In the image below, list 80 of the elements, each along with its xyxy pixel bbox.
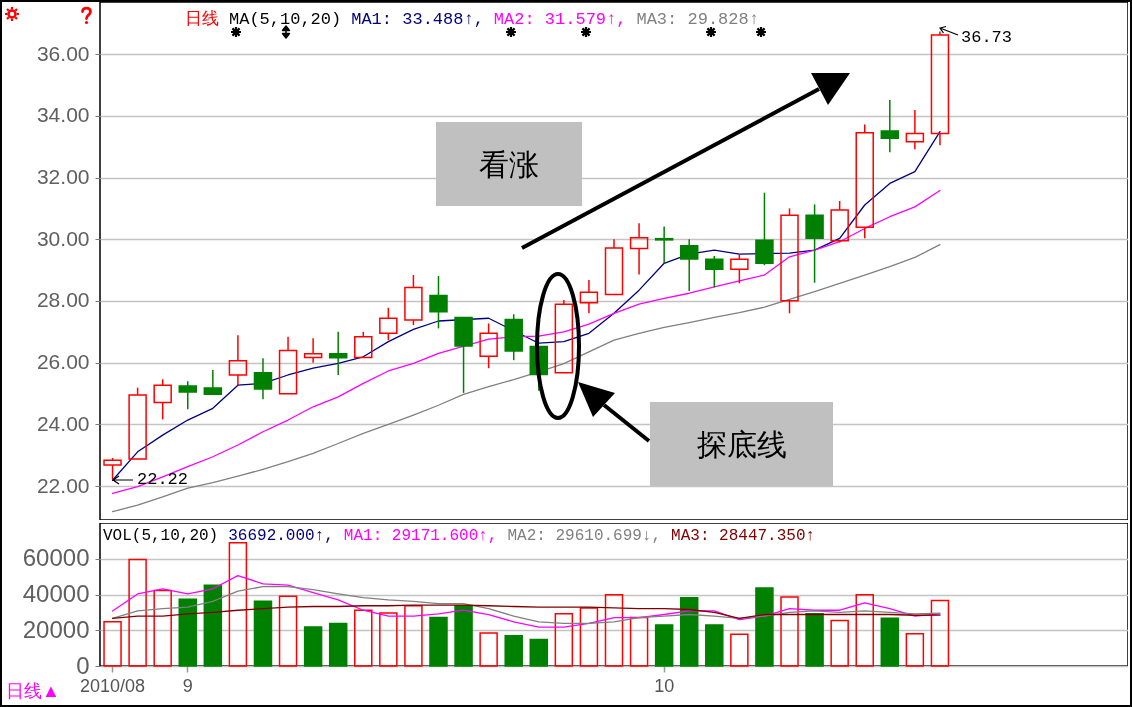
line-series: [111, 189, 941, 495]
legend-title: VOL(5,10,20): [103, 527, 219, 545]
candlestick: [554, 299, 574, 374]
candlestick: [654, 225, 674, 265]
bar: [679, 596, 699, 667]
y-tick-label: 36.00: [36, 41, 90, 65]
bar: [103, 621, 122, 667]
y-tick-label: 40000: [22, 580, 90, 607]
candlestick: [454, 316, 473, 394]
y-tick-label: 20000: [22, 615, 90, 643]
candlestick: [880, 99, 900, 153]
bar: [930, 599, 950, 667]
text: MA2: 31.579↑,: [493, 10, 627, 29]
text: MA1: 29171.600↑,: [343, 527, 498, 545]
bar: [278, 595, 298, 667]
bar: [253, 600, 273, 667]
y-tick-label: 60000: [22, 544, 90, 572]
line-series: [111, 574, 941, 628]
bar: [905, 632, 925, 667]
chart-subtitle: 36692.000↑,: [228, 527, 334, 545]
y-tick-label: 22.00: [36, 473, 90, 497]
candlestick: [629, 222, 649, 276]
candlestick: [328, 331, 348, 376]
bar: [303, 626, 323, 667]
chart-title: 日线: [185, 10, 219, 29]
bar: [429, 616, 448, 667]
bar: [203, 584, 223, 667]
annotation: 探底线: [696, 427, 787, 461]
bar: [454, 605, 473, 667]
line-series: [111, 604, 941, 619]
candlestick: [303, 337, 323, 364]
bar: [529, 638, 549, 667]
bar: [579, 607, 599, 667]
bar: [755, 587, 774, 667]
bar: [153, 589, 172, 667]
bar: [780, 596, 799, 667]
bar: [379, 612, 398, 667]
text: MA3: 28447.350↑: [671, 527, 816, 545]
line-series: [111, 585, 941, 625]
candlestick: [228, 334, 248, 387]
candlestick: [278, 335, 298, 395]
candlestick: [253, 357, 273, 401]
bar: [128, 558, 147, 667]
x-tick-label: 9: [182, 675, 193, 696]
bar: [604, 593, 624, 667]
y-tick-label: 34.00: [36, 103, 90, 127]
bar: [504, 635, 523, 667]
candlestick: [178, 380, 198, 410]
y-tick-label: 28.00: [36, 288, 90, 312]
bar: [554, 613, 574, 667]
bar: [855, 593, 874, 667]
text: MA1: 33.488↑,: [351, 10, 484, 29]
candlestick: [905, 109, 925, 150]
x-tick-label: 10: [654, 675, 675, 696]
text: MA3: 29.828↑: [636, 10, 759, 29]
bar: [228, 541, 248, 667]
y-tick-label: 30.00: [36, 226, 90, 250]
candlestick: [679, 238, 699, 292]
y-tick-label: 32.00: [36, 165, 90, 189]
annotation: 看涨: [479, 147, 539, 181]
bar: [705, 624, 724, 667]
y-tick-label: 26.00: [36, 350, 90, 374]
bar: [730, 633, 749, 667]
candlestick: [579, 279, 599, 315]
bar: [654, 624, 674, 667]
bar: [328, 622, 348, 667]
bar: [805, 613, 824, 667]
y-tick-label: 24.00: [36, 411, 90, 435]
bar: [178, 598, 198, 667]
bar: [404, 605, 423, 667]
bar: [354, 609, 373, 667]
line-series: [111, 243, 941, 513]
text: MA2: 29610.699↓,: [507, 527, 662, 545]
bar: [479, 632, 498, 667]
legend-title: MA(5,10,20): [229, 10, 342, 29]
bar: [830, 619, 849, 667]
annotation: 36.73: [961, 28, 1013, 47]
bar: [880, 617, 900, 667]
text: 日线▲: [6, 681, 60, 701]
candlestick: [604, 238, 624, 296]
